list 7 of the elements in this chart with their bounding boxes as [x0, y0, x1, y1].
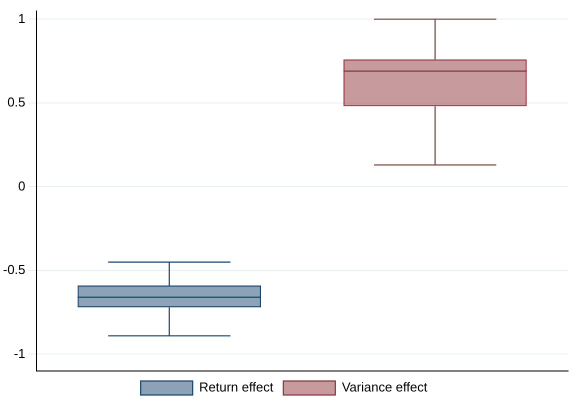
- y-tick-label: 0: [18, 178, 26, 194]
- y-tick-label: -1: [14, 346, 26, 361]
- y-tick-label: 0.5: [7, 94, 26, 110]
- legend-label: Variance effect: [342, 380, 428, 395]
- y-tick-label: 1: [18, 10, 26, 26]
- legend-label: Return effect: [199, 380, 274, 395]
- y-tick-label: -0.5: [2, 262, 26, 278]
